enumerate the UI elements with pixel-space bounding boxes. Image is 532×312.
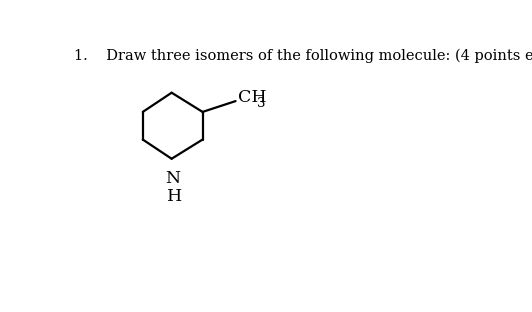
Text: N: N [165,170,180,187]
Text: H: H [167,188,182,205]
Text: 1.    Draw three isomers of the following molecule: (4 points each): 1. Draw three isomers of the following m… [74,48,532,63]
Text: CH: CH [238,90,266,106]
Text: 3: 3 [257,97,266,110]
